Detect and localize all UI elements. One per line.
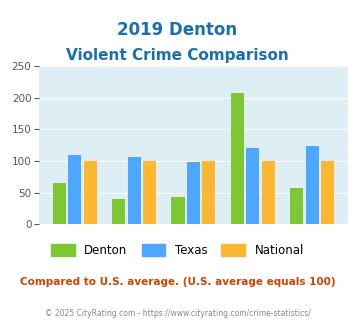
Bar: [290, 188, 304, 224]
Text: Violent Crime Comparison: Violent Crime Comparison: [66, 48, 289, 63]
Text: © 2025 CityRating.com - https://www.cityrating.com/crime-statistics/: © 2025 CityRating.com - https://www.city…: [45, 309, 310, 318]
Bar: [143, 161, 156, 224]
Bar: [262, 161, 275, 224]
Bar: [321, 161, 334, 224]
Bar: [112, 199, 125, 224]
Bar: [127, 157, 141, 224]
Bar: [306, 147, 319, 224]
Text: 2019 Denton: 2019 Denton: [118, 21, 237, 40]
Legend: Denton, Texas, National: Denton, Texas, National: [51, 244, 304, 257]
Bar: [231, 93, 244, 224]
Bar: [83, 161, 97, 224]
Bar: [246, 148, 260, 224]
Bar: [68, 155, 81, 224]
Bar: [171, 197, 185, 224]
Bar: [202, 161, 215, 224]
Text: Compared to U.S. average. (U.S. average equals 100): Compared to U.S. average. (U.S. average …: [20, 278, 335, 287]
Bar: [53, 183, 66, 224]
Bar: [187, 162, 200, 224]
